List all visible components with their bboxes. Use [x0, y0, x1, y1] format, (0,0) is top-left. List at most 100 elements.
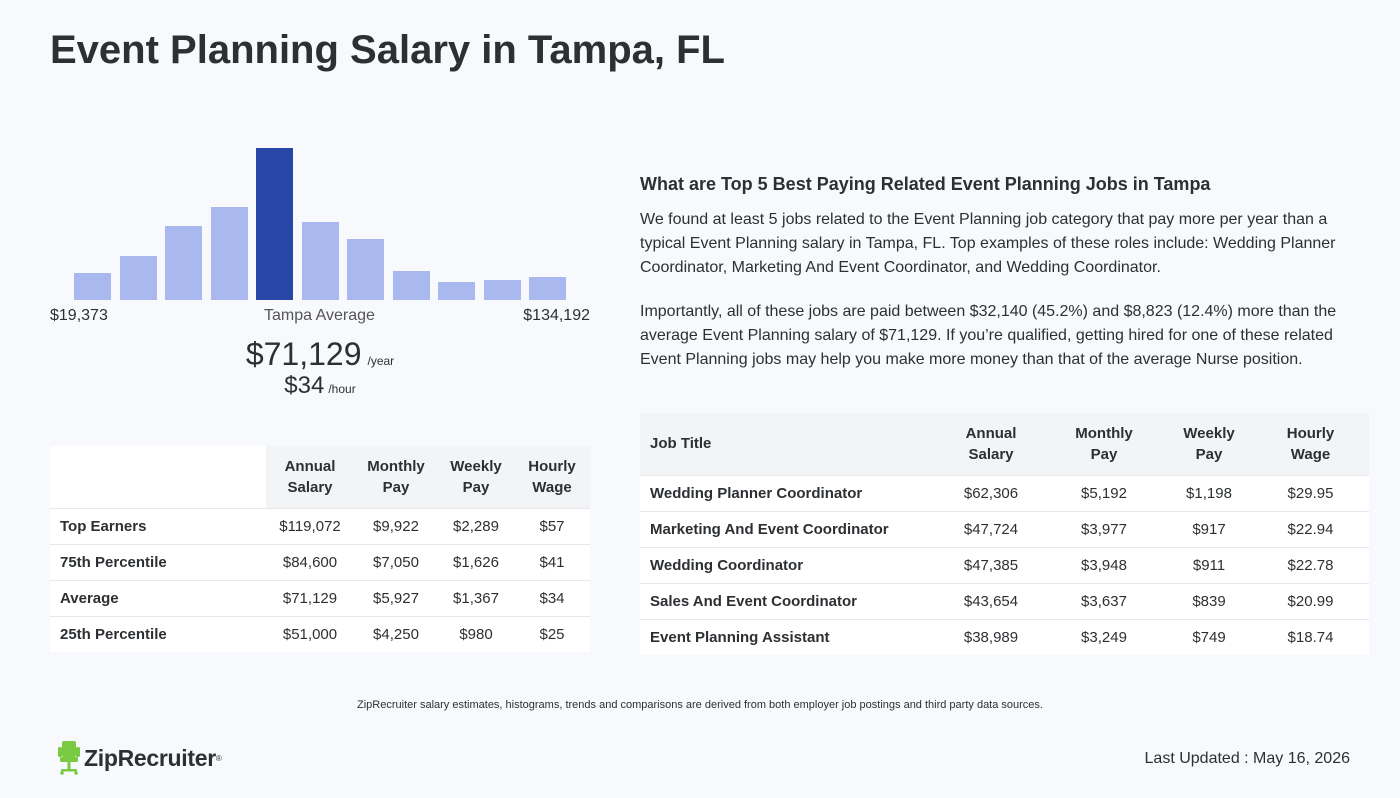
monthly-pay-cell: $7,050	[354, 543, 438, 580]
monthly-pay-cell: $9,922	[354, 507, 438, 544]
histogram-labels: $19,373 Tampa Average $134,192	[50, 307, 590, 327]
weekly-pay-cell: $980	[438, 615, 514, 652]
annual-salary-cell: $38,989	[940, 618, 1042, 655]
hourly-wage-cell: $18.74	[1252, 618, 1369, 655]
histogram-bar	[529, 277, 566, 300]
histogram-bar	[74, 273, 111, 300]
histogram-average-label: Tampa Average	[264, 307, 375, 324]
table-row: Wedding Coordinator $47,385 $3,948 $911 …	[640, 546, 1369, 583]
histogram-bar	[165, 226, 202, 300]
monthly-pay-cell: $4,250	[354, 615, 438, 652]
annual-salary-cell: $51,000	[266, 615, 354, 652]
table-row: 25th Percentile $51,000 $4,250 $980 $25	[50, 615, 590, 652]
percentile-header-hourly: Hourly Wage	[514, 446, 590, 508]
percentile-table: Annual Salary Monthly Pay Weekly Pay Hourly…	[50, 446, 590, 652]
average-hourly-value: $34	[284, 372, 325, 399]
weekly-pay-cell: $911	[1166, 546, 1252, 583]
monthly-pay-cell: $3,637	[1042, 582, 1166, 619]
percentile-header-annual: Annual Salary	[266, 446, 354, 508]
table-row: Sales And Event Coordinator $43,654 $3,6…	[640, 582, 1369, 619]
jobs-header-title: Job Title	[640, 413, 940, 475]
average-annual-unit: /year	[367, 354, 395, 368]
row-label: Top Earners	[50, 507, 266, 544]
row-label: 75th Percentile	[50, 543, 266, 580]
histogram-bar	[438, 282, 475, 300]
job-title-cell: Sales And Event Coordinator	[640, 582, 940, 619]
table-row: Average $71,129 $5,927 $1,367 $34	[50, 579, 590, 616]
monthly-pay-cell: $5,192	[1042, 474, 1166, 511]
average-hourly-unit: /hour	[328, 382, 356, 396]
annual-salary-cell: $71,129	[266, 579, 354, 616]
jobs-header-monthly: Monthly Pay	[1042, 413, 1166, 475]
histogram-min-label: $19,373	[50, 307, 108, 324]
monthly-pay-cell: $3,249	[1042, 618, 1166, 655]
related-jobs-table: Job Title Annual Salary Monthly Pay Weekly…	[640, 413, 1369, 655]
monthly-pay-cell: $3,948	[1042, 546, 1166, 583]
logo-wordmark: ZipRecruiter	[84, 744, 216, 771]
related-jobs-heading: What are Top 5 Best Paying Related Event…	[640, 174, 1211, 194]
annual-salary-cell: $84,600	[266, 543, 354, 580]
percentile-header-weekly: Weekly Pay	[438, 446, 514, 508]
hourly-wage-cell: $25	[514, 615, 590, 652]
histogram-bar-average	[256, 148, 293, 300]
last-updated: Last Updated : May 16, 2026	[1144, 750, 1350, 767]
histogram-bar	[392, 271, 430, 300]
weekly-pay-cell: $1,198	[1166, 474, 1252, 511]
histogram-bar	[301, 222, 339, 300]
hourly-wage-cell: $57	[514, 507, 590, 544]
percentile-table-header: Annual Salary Monthly Pay Weekly Pay Hourly…	[50, 446, 590, 508]
jobs-table-header: Job Title Annual Salary Monthly Pay Weekly…	[640, 413, 1369, 475]
histogram-max-label: $134,192	[523, 307, 590, 324]
hourly-wage-cell: $22.78	[1252, 546, 1369, 583]
average-hourly-wage: $34/hour	[50, 372, 590, 400]
data-sources-disclaimer: ZipRecruiter salary estimates, histogram…	[357, 699, 1043, 711]
job-title-cell: Wedding Coordinator	[640, 546, 940, 583]
registered-mark: ®	[215, 753, 222, 763]
table-row: 75th Percentile $84,600 $7,050 $1,626 $4…	[50, 543, 590, 580]
page-title: Event Planning Salary in Tampa, FL	[50, 28, 725, 72]
histogram-bar	[119, 256, 157, 300]
annual-salary-cell: $62,306	[940, 474, 1042, 511]
percentile-header-blank	[50, 446, 266, 508]
hourly-wage-cell: $34	[514, 579, 590, 616]
monthly-pay-cell: $5,927	[354, 579, 438, 616]
monthly-pay-cell: $3,977	[1042, 510, 1166, 547]
average-annual-salary: $71,129/year	[50, 336, 590, 373]
table-row: Wedding Planner Coordinator $62,306 $5,1…	[640, 474, 1369, 511]
job-title-cell: Marketing And Event Coordinator	[640, 510, 940, 547]
row-label: 25th Percentile	[50, 615, 266, 652]
weekly-pay-cell: $2,289	[438, 507, 514, 544]
related-jobs-paragraph-2: Importantly, all of these jobs are paid …	[640, 303, 1337, 368]
percentile-header-monthly: Monthly Pay	[354, 446, 438, 508]
weekly-pay-cell: $1,367	[438, 579, 514, 616]
jobs-header-hourly: Hourly Wage	[1252, 413, 1369, 475]
table-row: Event Planning Assistant $38,989 $3,249 …	[640, 618, 1369, 655]
job-title-cell: Wedding Planner Coordinator	[640, 474, 940, 511]
salary-histogram	[50, 140, 590, 300]
related-jobs-paragraph-1: We found at least 5 jobs related to the …	[640, 211, 1336, 276]
histogram-bar	[483, 280, 521, 300]
table-row: Marketing And Event Coordinator $47,724 …	[640, 510, 1369, 547]
hourly-wage-cell: $29.95	[1252, 474, 1369, 511]
histogram-bar	[210, 207, 248, 300]
job-title-cell: Event Planning Assistant	[640, 618, 940, 655]
hourly-wage-cell: $41	[514, 543, 590, 580]
weekly-pay-cell: $749	[1166, 618, 1252, 655]
average-annual-value: $71,129	[245, 336, 362, 372]
chair-icon	[58, 741, 80, 775]
row-label: Average	[50, 579, 266, 616]
annual-salary-cell: $47,724	[940, 510, 1042, 547]
jobs-header-annual: Annual Salary	[940, 413, 1042, 475]
ziprecruiter-logo[interactable]: ZipRecruiter ®	[58, 740, 222, 776]
jobs-header-weekly: Weekly Pay	[1166, 413, 1252, 475]
hourly-wage-cell: $20.99	[1252, 582, 1369, 619]
table-row: Top Earners $119,072 $9,922 $2,289 $57	[50, 507, 590, 544]
weekly-pay-cell: $839	[1166, 582, 1252, 619]
annual-salary-cell: $119,072	[266, 507, 354, 544]
weekly-pay-cell: $1,626	[438, 543, 514, 580]
weekly-pay-cell: $917	[1166, 510, 1252, 547]
histogram-bar	[347, 239, 384, 300]
annual-salary-cell: $47,385	[940, 546, 1042, 583]
annual-salary-cell: $43,654	[940, 582, 1042, 619]
hourly-wage-cell: $22.94	[1252, 510, 1369, 547]
